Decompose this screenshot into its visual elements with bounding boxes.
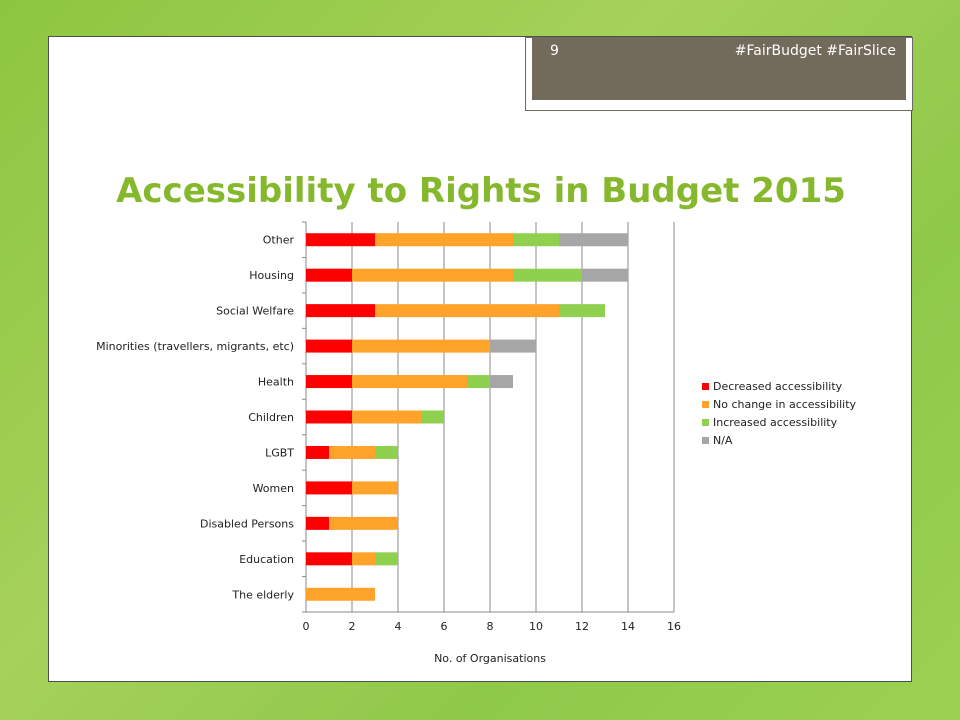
x-axis-title: No. of Organisations (434, 652, 546, 665)
bar-segment (352, 552, 375, 566)
x-tick-label: 2 (349, 620, 356, 633)
x-tick-label: 16 (667, 620, 681, 633)
bar-segment (421, 410, 444, 424)
bar-segment (352, 268, 513, 282)
bar-segment (306, 481, 352, 495)
page-number: 9 (550, 43, 559, 59)
y-tick-label: Children (248, 411, 294, 424)
bar-segment (467, 375, 490, 389)
bar-segment (513, 233, 559, 247)
bar-segment (375, 233, 513, 247)
bar-segment (375, 445, 398, 459)
legend-swatch (702, 383, 709, 390)
bar-segment (306, 304, 375, 318)
hashtags: #FairBudget #FairSlice (734, 43, 896, 59)
bar-segment (306, 375, 352, 389)
bar-segment (306, 339, 352, 353)
bar-segment (352, 481, 398, 495)
y-tick-label: Women (253, 482, 294, 495)
x-tick-label: 10 (529, 620, 543, 633)
bar-segment (306, 552, 352, 566)
legend-label: Increased accessibility (713, 416, 838, 429)
y-tick-label: Other (263, 234, 295, 247)
bar-segment (352, 339, 490, 353)
x-tick-label: 6 (441, 620, 448, 633)
bar-segment (329, 445, 375, 459)
y-tick-label: Minorities (travellers, migrants, etc) (96, 340, 294, 353)
bar-segment (352, 410, 421, 424)
x-tick-label: 4 (395, 620, 402, 633)
bar-segment (306, 587, 375, 601)
y-tick-label: Education (239, 553, 294, 566)
bar-segment (559, 304, 605, 318)
y-tick-label: LGBT (265, 446, 294, 459)
legend-swatch (702, 401, 709, 408)
y-tick-label: Disabled Persons (200, 517, 294, 530)
y-tick-label: Health (258, 376, 294, 389)
bar-segment (352, 375, 467, 389)
legend-swatch (702, 419, 709, 426)
y-tick-label: Housing (249, 269, 294, 282)
bar-segment (306, 233, 375, 247)
bar-segment (490, 375, 513, 389)
bar-segment (306, 445, 329, 459)
x-tick-label: 12 (575, 620, 589, 633)
bar-segment (329, 516, 398, 530)
x-tick-label: 0 (303, 620, 310, 633)
bar-segment (375, 304, 559, 318)
header-bar: 9 #FairBudget #FairSlice (525, 37, 913, 111)
x-tick-label: 14 (621, 620, 635, 633)
bar-segment (582, 268, 628, 282)
slide-title: Accessibility to Rights in Budget 2015 (116, 171, 846, 211)
slide: 9 #FairBudget #FairSlice Accessibility t… (48, 36, 913, 682)
y-tick-label: Social Welfare (216, 305, 294, 318)
bar-segment (306, 410, 352, 424)
x-tick-label: 8 (487, 620, 494, 633)
bar-segment (306, 516, 329, 530)
legend-label: N/A (713, 434, 733, 447)
bar-segment (375, 552, 398, 566)
header-inner: 9 #FairBudget #FairSlice (532, 37, 906, 100)
legend-label: No change in accessibility (713, 398, 857, 411)
y-tick-label: The elderly (231, 588, 294, 601)
legend-label: Decreased accessibility (713, 380, 843, 393)
bar-segment (559, 233, 628, 247)
bar-segment (490, 339, 536, 353)
bar-segment (513, 268, 582, 282)
bar-segment (306, 268, 352, 282)
legend-swatch (702, 437, 709, 444)
